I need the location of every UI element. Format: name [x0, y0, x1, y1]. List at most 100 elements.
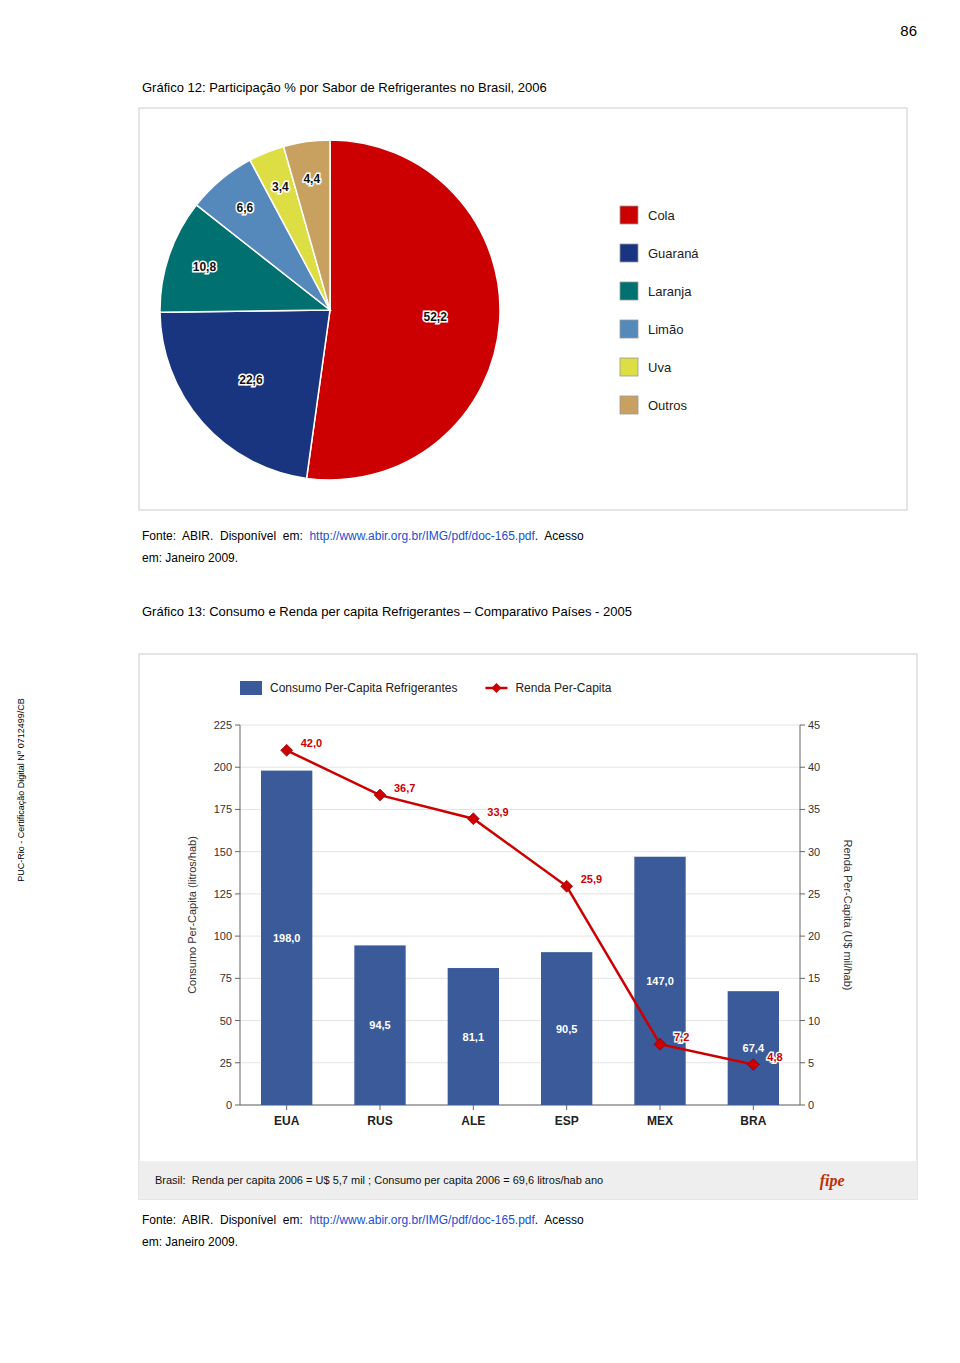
y-tick: [235, 767, 240, 768]
y2-tick-label: 0: [808, 1099, 814, 1111]
y-tick-label: 25: [220, 1057, 232, 1069]
source-text: em: Janeiro 2009.: [142, 551, 238, 565]
data-label: 198,0: [273, 932, 301, 944]
source-text: Fonte: ABIR. Disponível em: http://www.a…: [142, 529, 584, 543]
y2-tick: [800, 1020, 805, 1021]
y-tick-label: 50: [220, 1015, 232, 1027]
chart-title: Gráfico 12: Participação % por Sabor de …: [142, 80, 547, 95]
y2-tick: [800, 936, 805, 937]
data-label: 25,9: [581, 873, 602, 885]
y-axis-label: Consumo Per-Capita (litros/hab): [186, 836, 198, 994]
pie: [160, 140, 500, 480]
y-tick-label: 150: [214, 846, 232, 858]
y-tick: [235, 936, 240, 937]
y2-tick-label: 40: [808, 761, 820, 773]
data-label: 33,9: [487, 806, 508, 818]
axes: 0255075100125150175200225051015202530354…: [214, 719, 821, 1128]
y2-tick: [800, 1062, 805, 1063]
y-tick: [235, 978, 240, 979]
data-label: 4,4: [303, 172, 320, 186]
legend: ColaGuaranáLaranjaLimãoUvaOutros: [620, 206, 699, 414]
legend-swatch: [620, 282, 638, 300]
x-tick: [660, 1105, 661, 1110]
y-tick-label: 175: [214, 803, 232, 815]
page-number: 86: [900, 22, 917, 39]
x-tick: [380, 1105, 381, 1110]
chart-frame: [139, 108, 907, 510]
y2-tick: [800, 767, 805, 768]
legend-label: Outros: [648, 398, 688, 413]
bar: [634, 857, 685, 1105]
bar: [448, 968, 499, 1105]
pie-slice: [307, 140, 500, 480]
x-tick-label: MEX: [647, 1114, 673, 1128]
y2-tick-label: 15: [808, 972, 820, 984]
data-label: 42,0: [301, 737, 322, 749]
legend-label: Guaraná: [648, 246, 699, 261]
footnote-strip: [139, 1161, 917, 1199]
y-tick-label: 225: [214, 719, 232, 731]
source-text: Fonte: ABIR. Disponível em: http://www.a…: [142, 1213, 584, 1227]
legend-swatch: [240, 681, 262, 695]
y2-tick-label: 30: [808, 846, 820, 858]
y2-tick: [800, 893, 805, 894]
data-label: 94,5: [369, 1019, 390, 1031]
y2-tick-label: 35: [808, 803, 820, 815]
pie-labels: 52,222,610,86,63,44,4: [193, 172, 447, 387]
y2-tick: [800, 809, 805, 810]
legend-label: Cola: [648, 208, 676, 223]
x-tick: [566, 1105, 567, 1110]
marker: [654, 1038, 666, 1050]
grid-line: [240, 1020, 800, 1021]
source-text: Fonte: ABIR. Disponível em:: [142, 1213, 309, 1227]
data-labels: 198,094,581,190,5147,067,442,036,733,925…: [273, 737, 783, 1063]
pie-slice: [160, 310, 330, 478]
source-text: . Acesso: [535, 1213, 584, 1227]
legend: Consumo Per-Capita RefrigerantesRenda Pe…: [240, 681, 612, 695]
y-tick: [235, 809, 240, 810]
plot-area: [261, 744, 779, 1105]
grid-line: [240, 809, 800, 810]
data-label: 67,4: [743, 1042, 765, 1054]
data-label: 22,6: [239, 373, 263, 387]
grid-line: [240, 936, 800, 937]
marker: [747, 1058, 759, 1070]
bar: [354, 945, 405, 1105]
footnote: Brasil: Renda per capita 2006 = U$ 5,7 m…: [155, 1174, 603, 1186]
x-tick-label: ALE: [461, 1114, 485, 1128]
y2-tick-label: 25: [808, 888, 820, 900]
data-label: 6,6: [236, 201, 253, 215]
grid-line: [240, 725, 800, 726]
x-tick-label: ESP: [555, 1114, 579, 1128]
data-label: 4,8: [767, 1051, 782, 1063]
data-label: 90,5: [556, 1023, 577, 1035]
source-text: . Acesso: [535, 529, 584, 543]
y-tick: [235, 1020, 240, 1021]
y-tick: [235, 1105, 240, 1106]
bar: [728, 991, 779, 1105]
page: 86PUC-Rio - Certificação Digital Nº 0712…: [0, 0, 960, 1363]
logo-text: fipe: [820, 1172, 845, 1190]
y2-axis-label: Renda Per-Capita (U$ mil/hab): [842, 839, 854, 990]
source-url: http://www.abir.org.br/IMG/pdf/doc-165.p…: [309, 529, 535, 543]
x-tick: [286, 1105, 287, 1110]
grid-line: [240, 978, 800, 979]
y-tick: [235, 725, 240, 726]
grid-line: [240, 1105, 800, 1106]
x-tick-label: RUS: [367, 1114, 392, 1128]
y2-tick: [800, 978, 805, 979]
legend-label: Laranja: [648, 284, 692, 299]
bar: [261, 771, 312, 1105]
y2-tick-label: 20: [808, 930, 820, 942]
y-tick-label: 125: [214, 888, 232, 900]
legend-swatch: [620, 320, 638, 338]
legend-label: Consumo Per-Capita Refrigerantes: [270, 681, 457, 695]
y2-tick-label: 10: [808, 1015, 820, 1027]
data-label: 147,0: [646, 975, 674, 987]
y2-tick: [800, 851, 805, 852]
x-tick-label: EUA: [274, 1114, 300, 1128]
y-tick-label: 200: [214, 761, 232, 773]
y-tick-label: 0: [226, 1099, 232, 1111]
y-tick: [235, 851, 240, 852]
pie-slice: [284, 140, 330, 310]
